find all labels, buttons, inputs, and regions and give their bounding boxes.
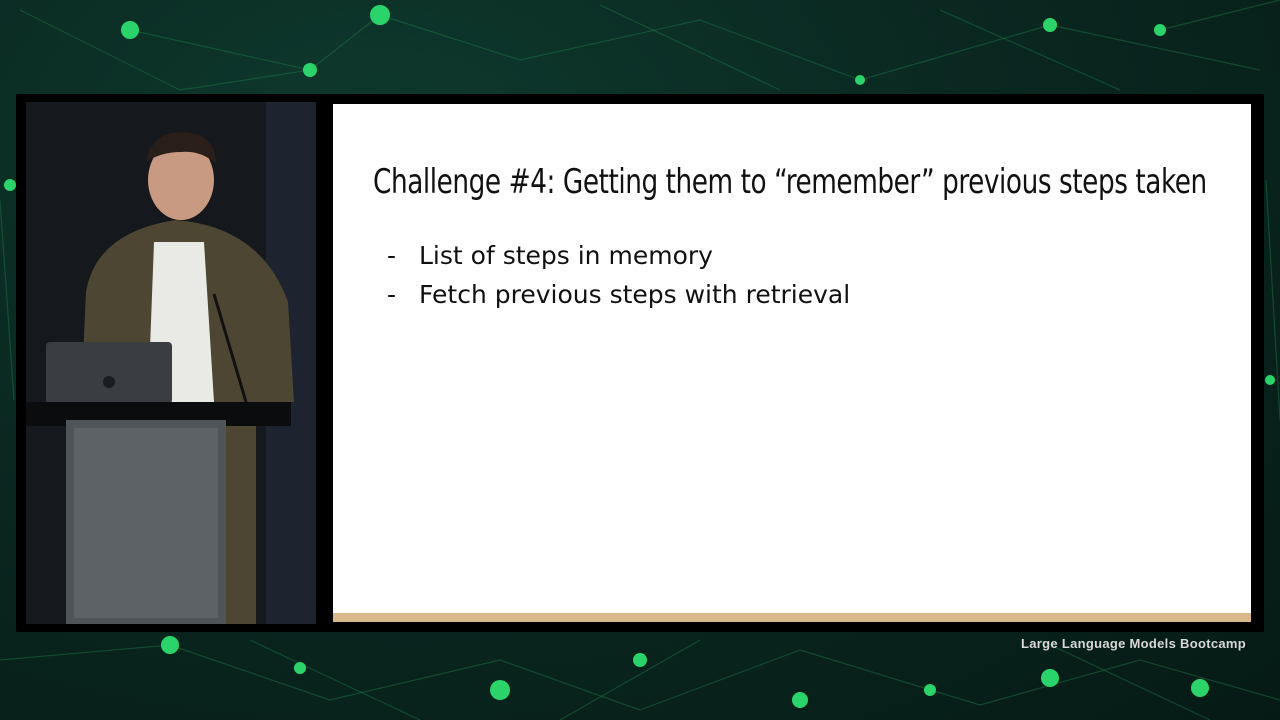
bullet-marker: - [387, 241, 397, 270]
bullet-text: Fetch previous steps with retrieval [419, 280, 851, 309]
branding-caption: Large Language Models Bootcamp [1021, 636, 1246, 651]
bullet-text: List of steps in memory [419, 241, 713, 270]
slide-title: Challenge #4: Getting them to “remember”… [373, 162, 1207, 202]
slide-bullet: - Fetch previous steps with retrieval [387, 275, 850, 314]
speaker-illustration [26, 102, 316, 624]
slide-bullet: - List of steps in memory [387, 236, 850, 275]
bullet-marker: - [387, 280, 397, 309]
slide-bullet-list: - List of steps in memory - Fetch previous… [387, 236, 850, 314]
slide-accent-bar [333, 613, 1251, 622]
speaker-video [26, 102, 316, 624]
presentation-slide: Challenge #4: Getting them to “remember”… [333, 104, 1251, 622]
